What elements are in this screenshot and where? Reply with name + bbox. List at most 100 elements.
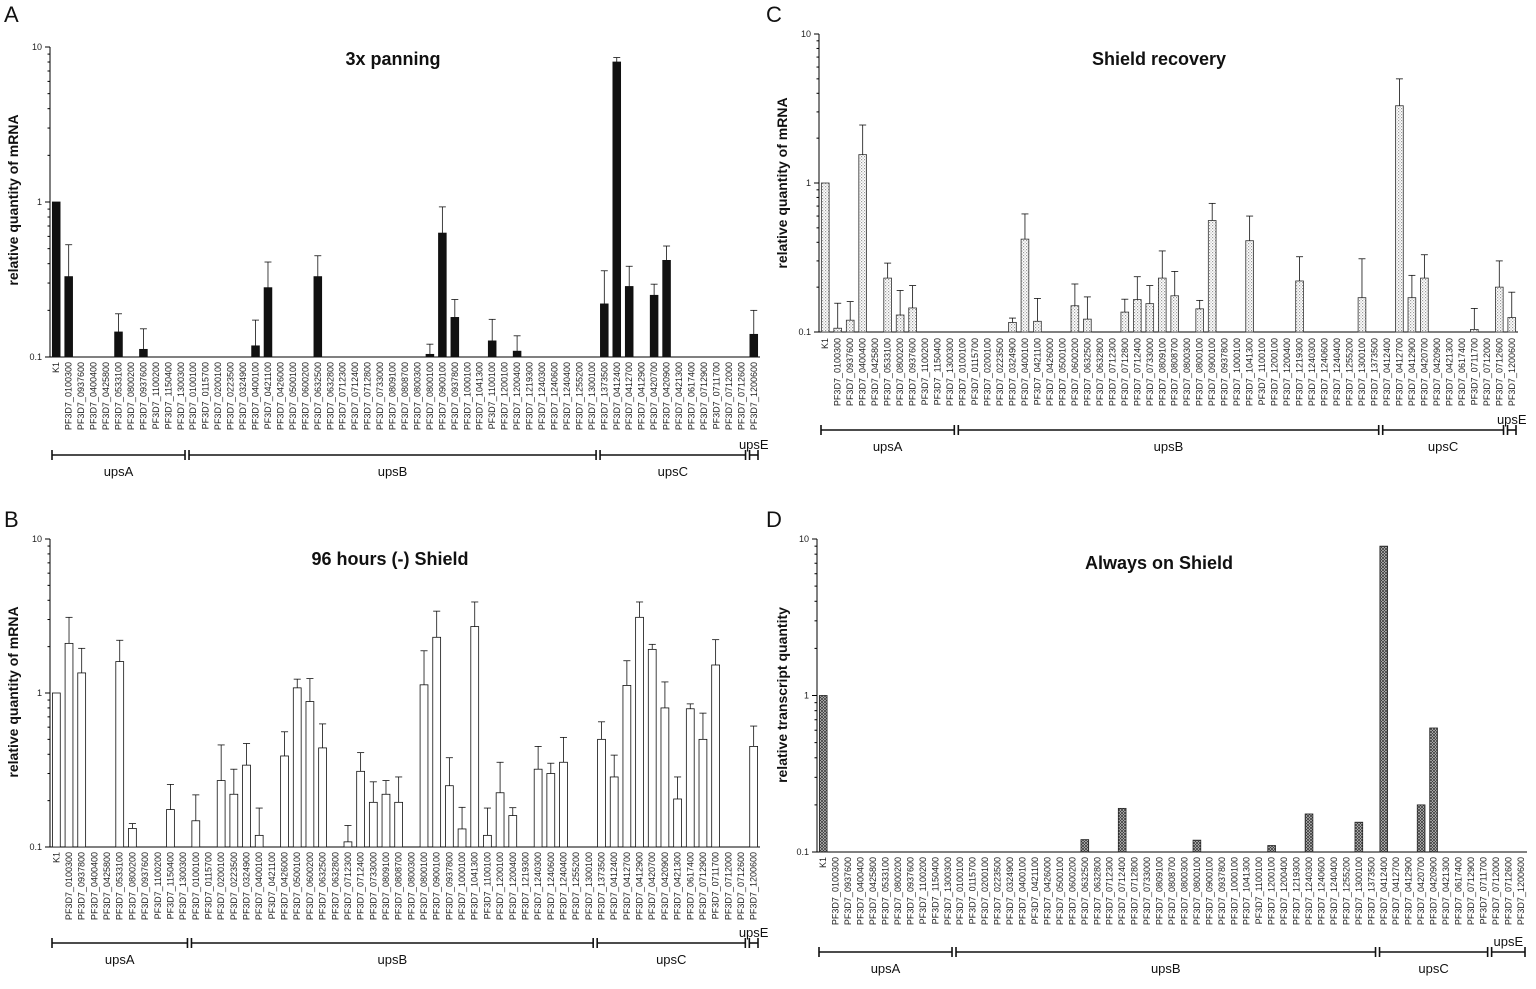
x-tick-label-b: PF3D7_0425800 — [102, 852, 112, 920]
x-tick-label-b: PF3D7_0808700 — [394, 852, 404, 920]
x-tick-label-b: PF3D7_1200400 — [508, 852, 518, 920]
x-tick-label-a: PF3D7_1000100 — [462, 362, 472, 430]
x-tick-label-b: PF3D7_0223500 — [229, 852, 239, 920]
bar-b-20 — [305, 701, 315, 848]
x-tick-label-d: PF3D7_1150400 — [930, 857, 940, 924]
x-tick-label-a: PF3D7_0733000 — [375, 362, 385, 430]
bar-c-43 — [1357, 297, 1367, 333]
x-tick-label-a: PF3D7_0937600 — [138, 362, 148, 430]
bar-a-0 — [51, 201, 61, 358]
bar-a-32 — [450, 317, 460, 358]
x-tick-label-c: PF3D7_0425800 — [870, 338, 880, 406]
x-tick-label-c: PF3D7_0100300 — [833, 338, 843, 406]
x-tick-label-c: PF3D7_0100100 — [958, 338, 968, 406]
x-tick-label-b: PF3D7_0400400 — [89, 852, 99, 920]
x-tick-label-d: PF3D7_1219300 — [1292, 857, 1302, 925]
x-tick-label-d: PF3D7_1240600 — [1316, 857, 1326, 925]
x-tick-label-a: PF3D7_0809100 — [388, 362, 398, 430]
x-tick-label-d: PF3D7_0632500 — [1080, 857, 1090, 925]
x-tick-label-a: PF3D7_0712600 — [736, 362, 746, 430]
bar-c-5 — [883, 277, 892, 333]
x-tick-label-b: PF3D7_0937800 — [444, 852, 454, 920]
x-tick-label-d: PF3D7_0412700 — [1391, 857, 1401, 925]
bar-a-5 — [114, 331, 123, 358]
x-tick-label-d: PF3D7_0533100 — [881, 857, 891, 925]
x-tick-label-a: PF3D7_0200100 — [213, 362, 223, 430]
x-tick-label-a: PF3D7_1150400 — [163, 362, 173, 429]
x-tick-label-a: PF3D7_1200400 — [512, 362, 522, 430]
panel-letter-b: B — [4, 507, 19, 532]
x-tick-label-b: PF3D7_0632500 — [318, 852, 328, 920]
bar-b-46 — [635, 616, 644, 848]
x-tick-label-c: PF3D7_0712600 — [1494, 338, 1504, 406]
x-tick-label-a: PF3D7_0632500 — [313, 362, 323, 430]
bar-c-24 — [1120, 311, 1130, 333]
x-tick-label-b: PF3D7_0200100 — [216, 852, 226, 920]
x-tick-label-b: PF3D7_1200100 — [495, 852, 505, 920]
y-tick-label-a: 1 — [37, 197, 42, 207]
x-tick-label-c: K1 — [820, 338, 830, 349]
x-tick-label-a: PF3D7_0800100 — [425, 362, 435, 430]
x-tick-label-d: PF3D7_1200400 — [1279, 857, 1289, 925]
x-tick-label-a: PF3D7_1240600 — [549, 362, 559, 430]
x-tick-label-b: PF3D7_0800100 — [419, 852, 429, 920]
x-tick-label-a: PF3D7_1219300 — [525, 362, 535, 430]
x-tick-label-d: K1 — [818, 857, 828, 868]
group-label-upsb-c: upsB — [1154, 439, 1184, 454]
x-tick-label-c: PF3D7_0324900 — [1007, 338, 1017, 406]
bar-b-13 — [216, 780, 226, 848]
x-tick-label-b: PF3D7_1240300 — [533, 852, 543, 920]
x-tick-label-c: PF3D7_1373500 — [1369, 338, 1379, 406]
x-tick-label-c: PF3D7_1150400 — [933, 338, 943, 405]
x-tick-label-b: PF3D7_1041300 — [470, 852, 480, 920]
x-tick-label-d: PF3D7_0937600 — [843, 857, 853, 925]
bar-b-21 — [318, 747, 327, 848]
bar-b-36 — [508, 815, 518, 848]
x-tick-label-b: PF3D7_0100300 — [64, 852, 74, 920]
x-tick-label-b: PF3D7_0712300 — [343, 852, 353, 920]
x-tick-label-c: PF3D7_1200400 — [1282, 338, 1292, 406]
bar-a-7 — [139, 348, 148, 358]
x-tick-label-c: PF3D7_0712000 — [1482, 338, 1492, 406]
panel-letter-d: D — [766, 507, 782, 532]
panel-b: B 96 hours (-) Shield relative quantity of… — [4, 507, 769, 967]
x-tick-label-b: PF3D7_0617400 — [685, 852, 695, 920]
x-tick-label-c: PF3D7_0900100 — [1207, 338, 1217, 406]
x-tick-label-a: PF3D7_0400100 — [251, 362, 261, 430]
chart-title-b: 96 hours (-) Shield — [311, 549, 468, 569]
x-tick-label-d: PF3D7_1100100 — [1254, 857, 1264, 924]
y-axis-label-a: relative quantity of mRNA — [5, 114, 21, 285]
bar-a-48 — [649, 294, 659, 358]
bar-c-52 — [1470, 329, 1479, 333]
y-tick-label-c: 1 — [806, 178, 811, 188]
x-tick-label-a: PF3D7_0800200 — [126, 362, 136, 430]
panel-d: D Always on Shield relative transcript qua… — [766, 507, 1527, 976]
bar-c-46 — [1395, 105, 1404, 333]
bar-b-5 — [115, 661, 125, 848]
x-tick-label-a: PF3D7_0223500 — [226, 362, 236, 430]
x-tick-label-d: PF3D7_0617400 — [1453, 857, 1463, 925]
x-tick-label-c: PF3D7_0421100 — [1032, 338, 1042, 405]
bar-a-49 — [662, 259, 671, 358]
x-tick-label-c: PF3D7_0223500 — [995, 338, 1005, 406]
bar-b-49 — [673, 798, 682, 848]
x-tick-label-b: PF3D7_0809100 — [381, 852, 391, 920]
bar-b-40 — [559, 761, 568, 848]
x-tick-label-a: PF3D7_0412900 — [637, 362, 647, 430]
group-label-upsa-a: upsA — [104, 464, 134, 479]
x-tick-label-b: PF3D7_0420700 — [647, 852, 657, 920]
x-tick-label-c: PF3D7_1300100 — [1357, 338, 1367, 406]
x-tick-label-a: PF3D7_0533100 — [114, 362, 124, 430]
x-tick-label-c: PF3D7_0733000 — [1145, 338, 1155, 406]
bar-c-27 — [1157, 277, 1167, 333]
x-tick-label-a: PF3D7_0412400 — [612, 362, 622, 430]
x-tick-label-c: PF3D7_0500100 — [1057, 338, 1067, 406]
x-tick-label-a: PF3D7_1100100 — [487, 362, 497, 429]
x-tick-label-c: PF3D7_0711700 — [1469, 338, 1479, 405]
x-tick-label-b: PF3D7_0100100 — [191, 852, 201, 920]
x-tick-label-a: PF3D7_0421100 — [263, 362, 273, 429]
group-label-upse-a: upsE — [739, 437, 769, 452]
x-tick-label-a: PF3D7_1255200 — [574, 362, 584, 430]
x-tick-label-b: PF3D7_1150400 — [165, 852, 175, 919]
bar-c-48 — [1420, 277, 1429, 333]
